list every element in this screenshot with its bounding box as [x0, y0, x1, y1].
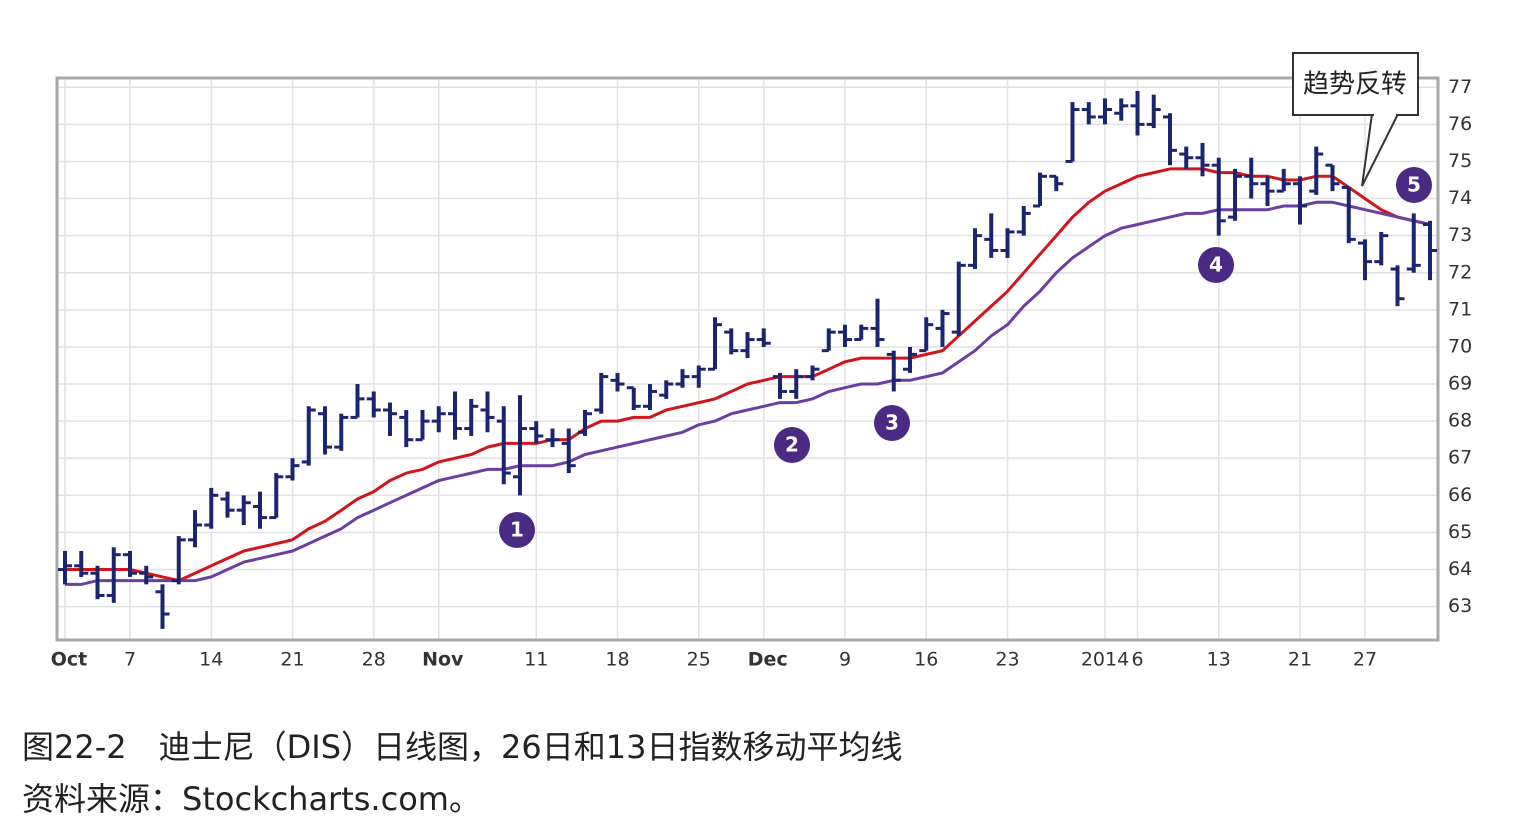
x-tick-label: 21: [1288, 649, 1312, 671]
x-tick-label: 14: [199, 649, 223, 671]
annotation-label: 3: [885, 411, 899, 435]
y-tick-label: 64: [1448, 558, 1472, 580]
x-tick-label: 2014: [1081, 649, 1129, 671]
x-tick-label: 13: [1207, 649, 1231, 671]
x-tick-label: 25: [687, 649, 711, 671]
x-tick-label: 27: [1353, 649, 1377, 671]
plot-background: [57, 78, 1438, 640]
y-tick-label: 67: [1448, 447, 1472, 469]
x-tick-label: 11: [524, 649, 548, 671]
x-tick-label: 7: [124, 649, 136, 671]
y-tick-label: 68: [1448, 410, 1472, 432]
annotation-label: 5: [1407, 173, 1421, 197]
x-tick-label: 18: [605, 649, 629, 671]
x-tick-label: 6: [1131, 649, 1143, 671]
annotation-marker: [874, 405, 910, 441]
y-tick-label: 63: [1448, 595, 1472, 617]
annotation-marker: [1198, 247, 1234, 283]
x-tick-label: 21: [280, 649, 304, 671]
y-tick-label: 77: [1448, 76, 1472, 98]
moving-average-line: [65, 200, 1431, 586]
annotation-label: 2: [785, 433, 799, 457]
annotation-marker: [774, 427, 810, 463]
x-tick-label: 28: [362, 649, 386, 671]
annotation-label: 1: [510, 518, 524, 542]
y-tick-label: 72: [1448, 261, 1472, 283]
y-tick-label: 75: [1448, 150, 1472, 172]
x-tick-label: Nov: [422, 649, 464, 671]
callout-label: 趋势反转: [1303, 70, 1407, 100]
x-tick-label: 23: [995, 649, 1019, 671]
x-tick-label: Dec: [748, 649, 788, 671]
y-tick-label: 76: [1448, 113, 1472, 135]
x-tick-label: 9: [839, 649, 851, 671]
plot-border: [55, 76, 1440, 642]
y-tick-label: 70: [1448, 335, 1472, 357]
annotation-marker: [499, 512, 535, 548]
source: 资料来源：Stockcharts.com。: [22, 780, 481, 818]
y-tick-label: 73: [1448, 224, 1472, 246]
caption: 图22-2 迪士尼（DIS）日线图，26日和13日指数移动平均线: [22, 728, 903, 766]
y-tick-label: 65: [1448, 521, 1472, 543]
y-tick-label: 74: [1448, 187, 1472, 209]
callout-box: [1292, 52, 1419, 116]
x-tick-label: 16: [914, 649, 938, 671]
x-tick-label: Oct: [51, 649, 88, 671]
y-tick-label: 71: [1448, 298, 1472, 320]
y-tick-label: 69: [1448, 373, 1472, 395]
annotation-marker: [1396, 167, 1432, 203]
y-tick-label: 66: [1448, 484, 1472, 506]
annotation-label: 4: [1209, 253, 1223, 277]
